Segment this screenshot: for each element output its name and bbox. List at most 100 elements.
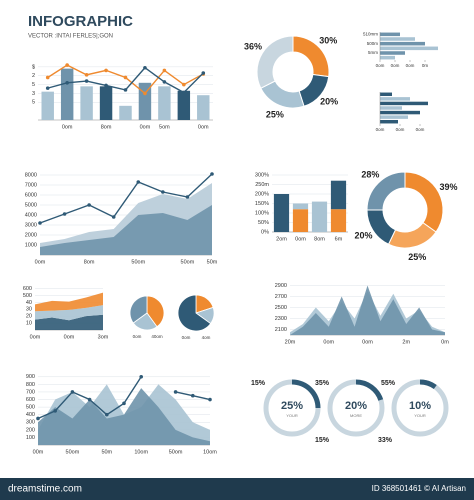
bar <box>380 41 425 46</box>
bar-segment <box>311 201 328 232</box>
x-tick-label: 50om <box>66 449 80 455</box>
line-point <box>122 401 126 406</box>
y-tick-label: 2900 <box>275 283 287 289</box>
y-tick-label: 2 <box>32 73 35 79</box>
area <box>290 285 445 335</box>
bar <box>380 51 405 55</box>
line-point <box>87 397 92 402</box>
line-point <box>65 81 69 85</box>
y-tick-label: 0% <box>261 229 269 235</box>
footer-credit: ID 368501461 © AI Artisan <box>372 484 466 493</box>
gauge-caption: YOUR <box>286 413 298 418</box>
x-tick-label: 5om <box>159 124 170 130</box>
y-tick-label: 4000 <box>25 212 37 218</box>
x-tick-label: 0om <box>362 339 373 345</box>
x-tick-label: 0om <box>140 124 151 130</box>
y-tick-label: 300 <box>26 420 35 426</box>
y-tick-label: 2000 <box>25 232 37 238</box>
line-point <box>201 71 206 75</box>
donut-slice <box>366 171 406 211</box>
line-point <box>143 65 147 70</box>
y-tick-label: 5000 <box>25 202 37 208</box>
line-point <box>45 75 50 80</box>
area <box>35 305 103 321</box>
area <box>40 205 212 255</box>
y-tick-label: 700 <box>26 389 35 395</box>
x-tick-label: 0m <box>422 63 429 68</box>
line-point <box>65 63 69 67</box>
line-point <box>182 90 186 95</box>
x-tick-label: 0om <box>64 334 75 340</box>
bar <box>380 32 400 37</box>
value-label: 30% <box>319 35 337 45</box>
bar <box>119 105 132 120</box>
y-tick-label: 2100 <box>275 327 287 333</box>
y-tick-label: 3 <box>32 91 35 97</box>
gauge-caption: MORE <box>350 413 362 418</box>
line-point <box>210 172 214 176</box>
bar-segment <box>330 180 347 210</box>
line-point <box>53 409 57 413</box>
line-point <box>123 75 128 80</box>
line-point <box>161 190 165 194</box>
pie-slice <box>177 294 212 332</box>
area <box>38 388 210 445</box>
line-point <box>123 88 128 92</box>
gauge-value: 10% <box>409 400 431 412</box>
annotation: 15% <box>315 437 330 444</box>
x-tick-label: 0om <box>35 259 46 265</box>
line-point <box>104 83 108 88</box>
bar <box>380 46 438 51</box>
line-point <box>70 390 75 394</box>
value-label: 25% <box>266 110 284 120</box>
bar <box>380 106 402 110</box>
x-tick-label: 0om <box>391 63 400 68</box>
y-tick-label: 20 <box>26 314 32 320</box>
x-tick-label: 2m <box>402 339 410 345</box>
line-point <box>84 73 89 77</box>
y-tick-label: 200% <box>255 191 269 197</box>
y-tick-label: 800 <box>26 382 35 388</box>
x-tick-label: 0om <box>323 339 334 345</box>
y-tick-label: 510mm <box>363 32 378 37</box>
y-tick-label: 6000 <box>25 192 37 198</box>
bar <box>177 90 191 120</box>
line-point <box>162 68 167 73</box>
x-tick-label: 0om <box>198 124 209 130</box>
annotation: 15% <box>251 380 266 387</box>
y-tick-label: 500 <box>23 293 32 299</box>
pie-label: 40om <box>151 334 163 339</box>
line-point <box>45 86 50 90</box>
title: INFOGRAPHIC <box>28 13 133 30</box>
y-tick-label: 100% <box>255 210 269 216</box>
y-tick-label: 5mm <box>368 50 378 55</box>
gauge-value: 25% <box>281 400 303 412</box>
x-tick-label: 6m <box>335 236 343 242</box>
bar <box>380 92 392 97</box>
y-tick-label: 8000 <box>25 172 37 178</box>
line-point <box>104 68 108 73</box>
footer-site: dreamstime.com <box>8 484 82 495</box>
pie-slice <box>146 295 165 328</box>
pie-label: 4om <box>202 335 211 340</box>
pie-label: 0om <box>133 334 142 339</box>
annotation: 55% <box>381 380 396 387</box>
bar <box>380 101 428 106</box>
value-label: 28% <box>361 170 379 180</box>
bar <box>197 95 210 120</box>
y-tick-label: 600 <box>23 286 32 292</box>
x-tick-label: 20m <box>285 339 296 345</box>
x-tick-label: 0om <box>416 127 425 132</box>
value-label: 20% <box>320 96 338 106</box>
x-tick-label: 0om <box>396 127 405 132</box>
bar <box>41 91 54 120</box>
bar-segment <box>273 194 290 232</box>
x-tick-label: 8om <box>314 236 325 242</box>
x-tick-label: 0om <box>406 63 415 68</box>
line-point <box>36 416 40 421</box>
x-tick-label: 0om <box>30 334 41 340</box>
bar <box>380 110 420 115</box>
gauge-arc <box>292 379 321 408</box>
x-tick-label: 0om <box>376 63 385 68</box>
